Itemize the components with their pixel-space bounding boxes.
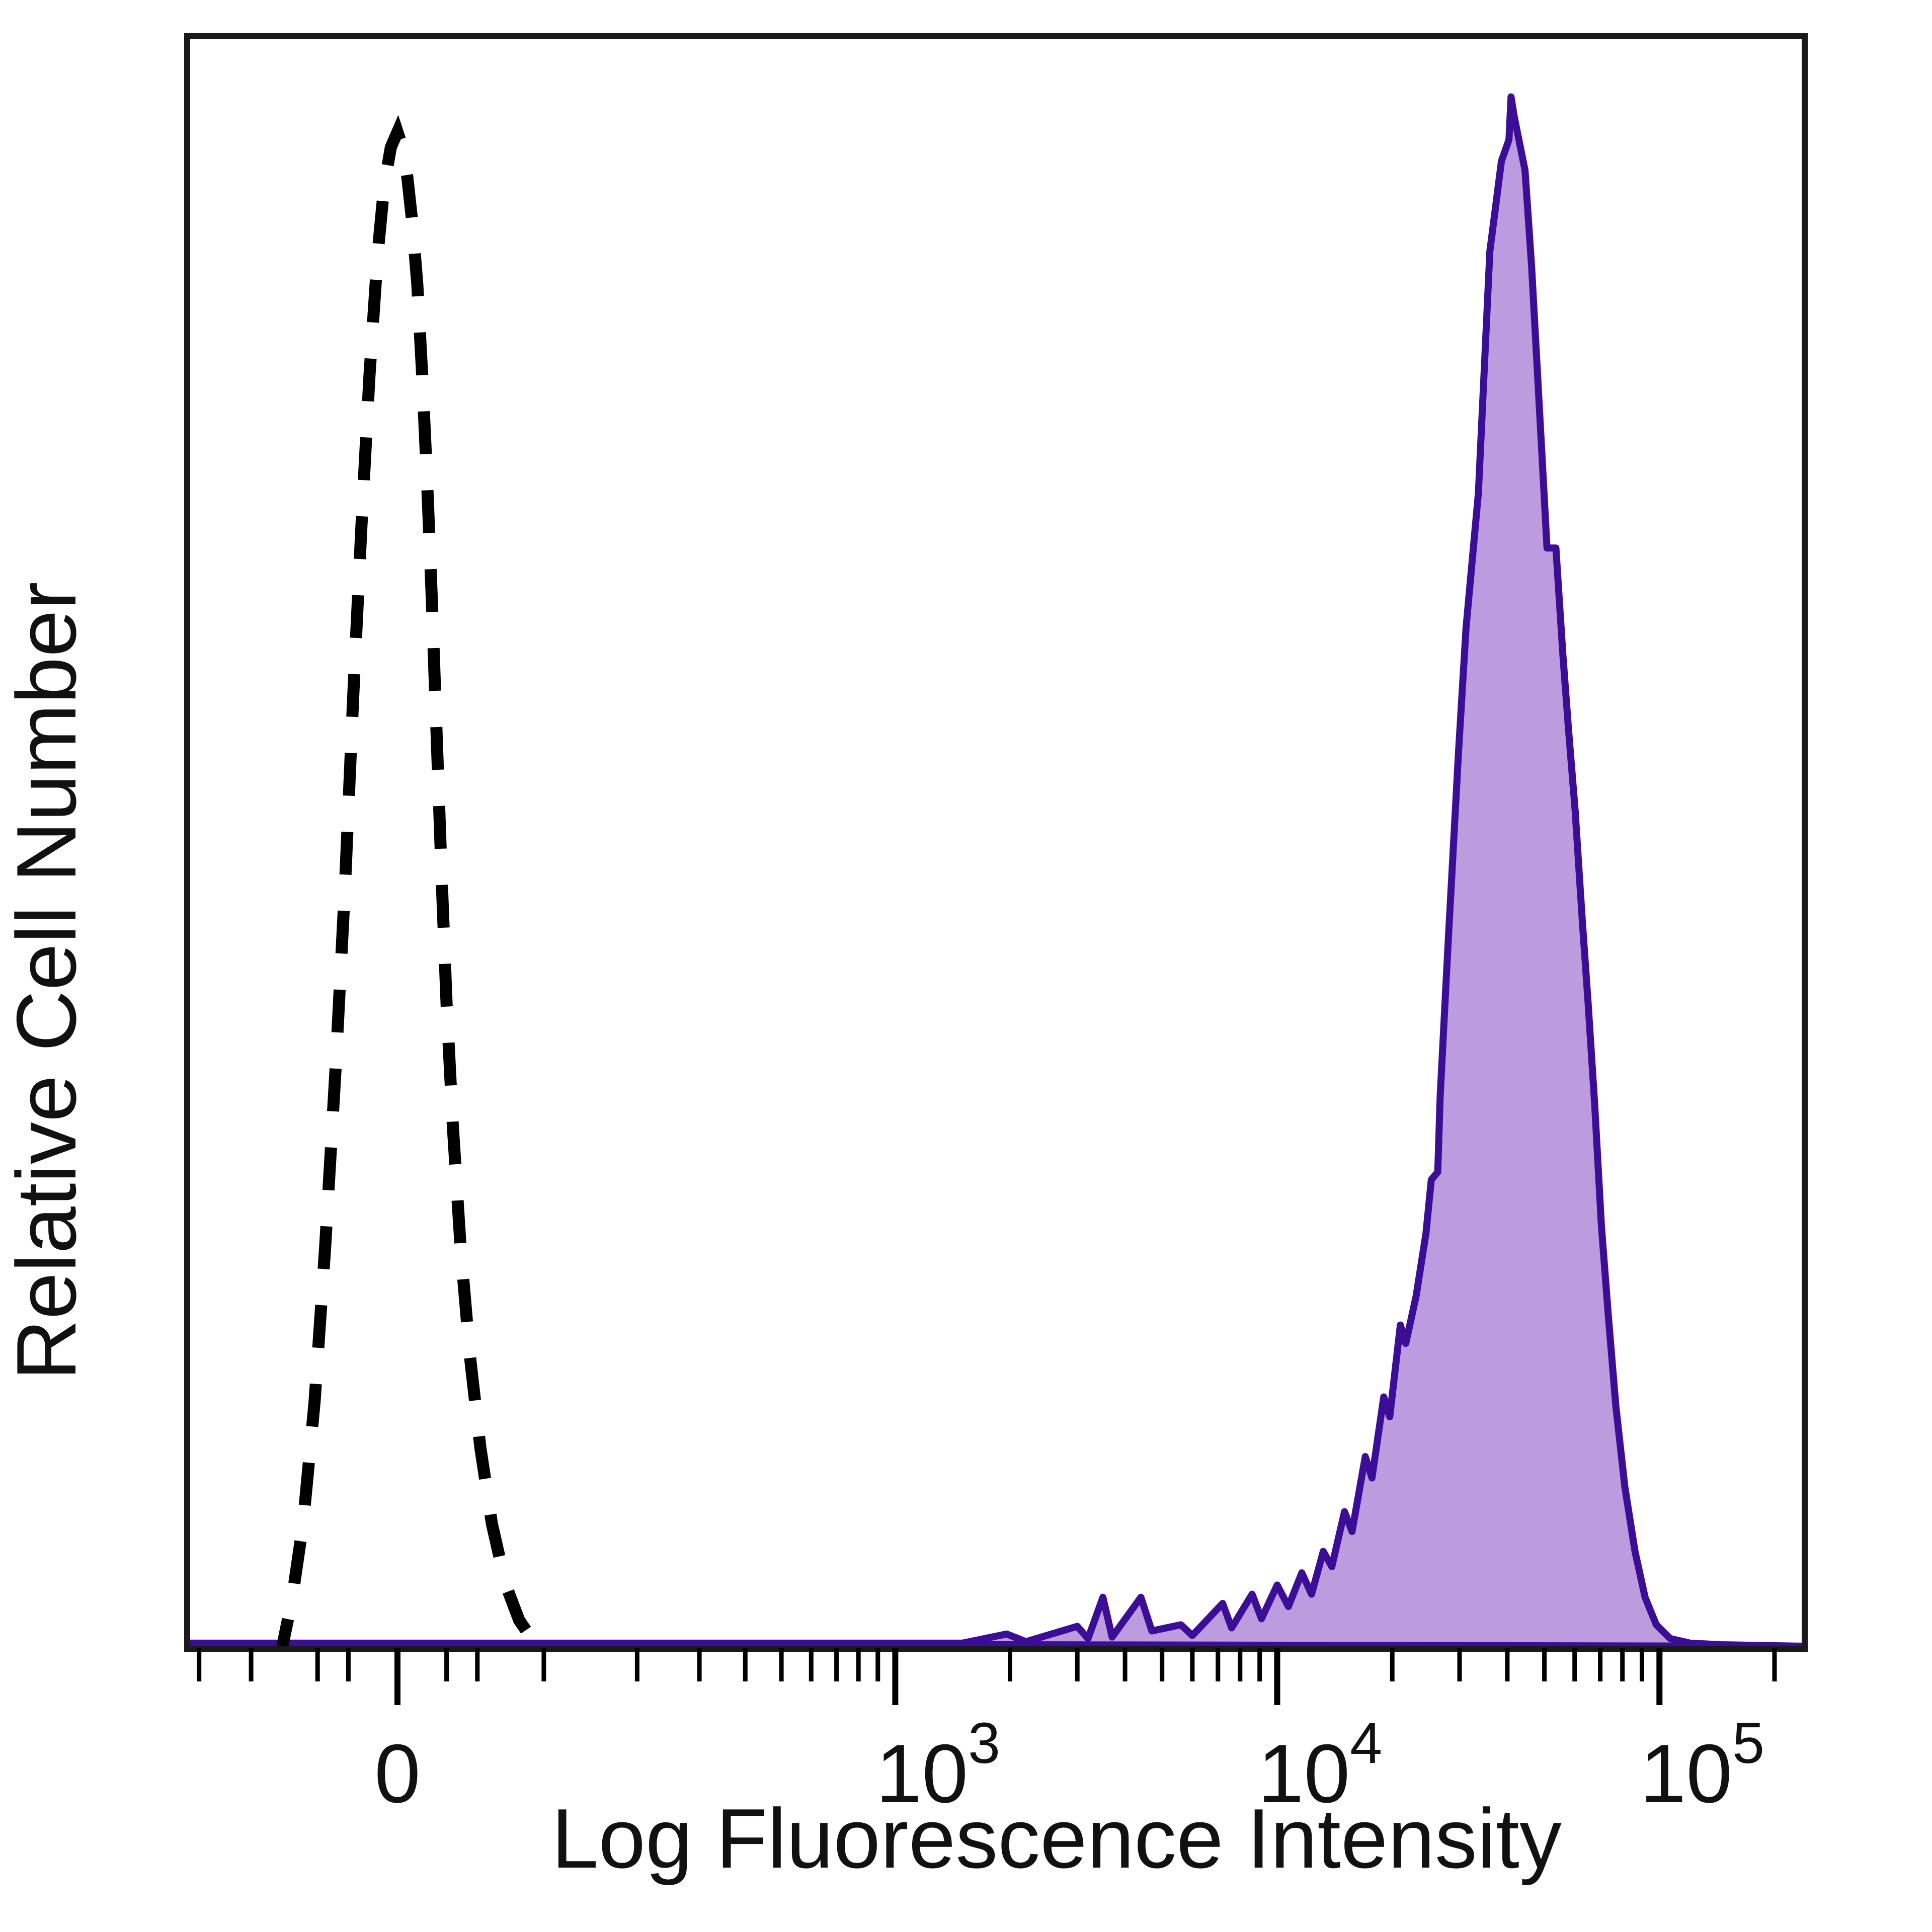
- stained-sample-curve: [184, 93, 1808, 1650]
- stained-sample-histogram: [184, 93, 1808, 1650]
- unstained-control-histogram-dashed: [276, 115, 544, 1651]
- unstained-control-curve: [276, 115, 544, 1651]
- x-tick-label: 105: [1640, 1711, 1765, 1820]
- plot-border-box: [184, 33, 1808, 1652]
- x-axis-ticks: [197, 1648, 1777, 1705]
- x-axis-title: Log Fluorescence Intensity: [551, 1791, 1562, 1886]
- x-tick-label: 0: [374, 1727, 421, 1820]
- y-axis-title: Relative Cell Number: [0, 582, 94, 1380]
